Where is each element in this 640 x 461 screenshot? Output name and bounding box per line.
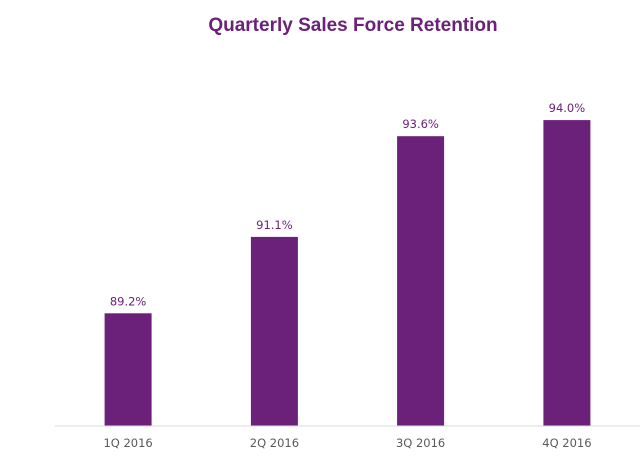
x-tick-label-1: 1Q 2016 <box>103 436 152 450</box>
chart-title: Quarterly Sales Force Retention <box>208 15 497 36</box>
x-tick-label-4: 4Q 2016 <box>542 436 591 450</box>
data-label-1: 89.2% <box>110 294 147 308</box>
x-tick-label-3: 3Q 2016 <box>396 436 445 450</box>
data-label-2: 91.1% <box>256 218 293 232</box>
data-label-4: 94.0% <box>549 101 586 115</box>
bars-group <box>104 120 591 426</box>
bar-4 <box>543 120 591 426</box>
data-label-3: 93.6% <box>402 117 439 131</box>
x-tick-labels-group: 1Q 2016 2Q 2016 3Q 2016 4Q 2016 <box>103 436 591 450</box>
bar-1 <box>104 313 152 426</box>
x-tick-label-2: 2Q 2016 <box>250 436 299 450</box>
data-labels-group: 89.2% 91.1% 93.6% 94.0% <box>110 101 585 308</box>
bar-2 <box>250 236 298 426</box>
bar-3 <box>397 136 445 426</box>
